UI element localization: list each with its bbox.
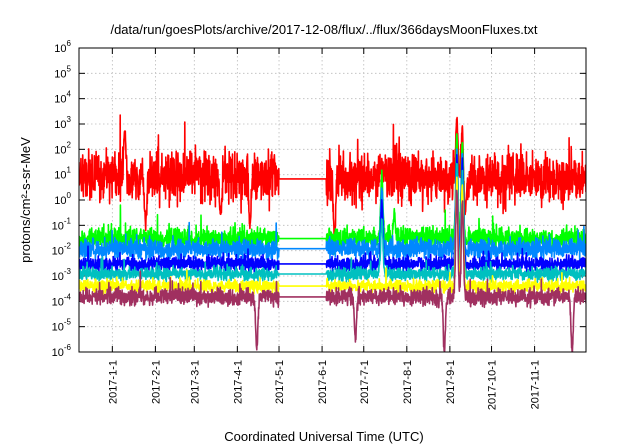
x-tick-label: 2017-11-1 [530,360,542,409]
x-tick-label: 2017-7-1 [359,360,371,404]
y-tick-label: 10-1 [52,216,72,232]
y-tick-label: 106 [54,39,71,55]
x-tick-label: 2017-3-1 [189,360,201,404]
series-line-3 [79,148,586,265]
y-tick-label: 102 [54,140,71,156]
x-tick-label: 2017-6-1 [317,360,329,404]
y-tick-label: 10-5 [52,318,72,334]
x-axis-label: Coordinated Universal Time (UTC) [224,429,423,444]
y-tick-label: 103 [54,115,71,131]
y-tick-label: 10-2 [52,242,72,258]
y-tick-label: 10-6 [52,343,72,359]
y-tick-label: 105 [54,64,71,80]
x-tick-label: 2017-9-1 [445,360,457,404]
x-tick-label: 2017-2-1 [150,360,162,404]
chart-title: /data/run/goesPlots/archive/2017-12-08/f… [110,22,537,37]
y-tick-labels: 10-6 10-5 10-4 10-3 10-2 10-1 100 101 102 103 104 1… [52,39,72,359]
x-tick-label: 2017-5-1 [274,360,286,404]
x-tick-label: 2017-1-1 [107,360,119,404]
y-tick-label: 100 [54,191,71,207]
series-lines [79,114,586,352]
series-line-6 [79,176,586,296]
x-tick-label: 2017-10-1 [487,360,499,410]
series-line-1 [79,114,586,238]
x-tick-labels: 2017-1-1 2017-2-1 2017-3-1 2017-4-1 2017-5-1… [107,360,541,410]
y-tick-label: 101 [54,166,71,182]
y-tick-label: 10-4 [52,292,72,308]
x-tick-label: 2017-4-1 [232,360,244,404]
series-line-7 [79,189,586,352]
x-tick-label: 2017-8-1 [402,360,414,404]
series-line-5 [79,162,586,284]
plot-frame [78,47,587,353]
y-tick-label: 10-3 [52,267,72,283]
y-tick-label: 104 [54,90,71,106]
y-axis-label: protons/cm²-s-sr-MeV [18,137,33,263]
